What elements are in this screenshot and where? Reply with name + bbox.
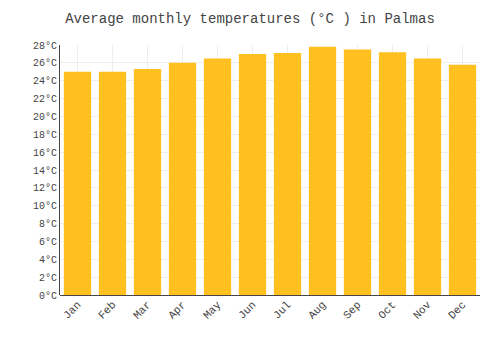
svg-text:Aug: Aug	[306, 299, 328, 321]
svg-text:0°C: 0°C	[39, 291, 57, 302]
svg-text:8°C: 8°C	[39, 219, 57, 230]
svg-text:6°C: 6°C	[39, 237, 57, 248]
svg-text:May: May	[201, 299, 224, 322]
svg-text:2°C: 2°C	[39, 273, 57, 284]
svg-text:18°C: 18°C	[33, 130, 57, 141]
svg-text:Dec: Dec	[446, 299, 468, 321]
svg-text:16°C: 16°C	[33, 148, 57, 159]
svg-text:Jun: Jun	[236, 299, 258, 321]
svg-text:12°C: 12°C	[33, 183, 57, 194]
svg-text:20°C: 20°C	[33, 112, 57, 123]
svg-text:22°C: 22°C	[33, 94, 57, 105]
svg-text:26°C: 26°C	[33, 58, 57, 69]
svg-text:Apr: Apr	[166, 299, 188, 321]
svg-text:4°C: 4°C	[39, 255, 57, 266]
svg-text:Mar: Mar	[131, 299, 153, 321]
svg-text:10°C: 10°C	[33, 201, 57, 212]
svg-text:Feb: Feb	[96, 299, 118, 321]
svg-text:24°C: 24°C	[33, 76, 57, 87]
svg-text:Jul: Jul	[271, 299, 293, 321]
svg-text:28°C: 28°C	[33, 41, 57, 52]
svg-text:Oct: Oct	[376, 299, 398, 321]
svg-text:Average monthly temperatures (: Average monthly temperatures (°C ) in Pa…	[65, 11, 435, 27]
svg-text:14°C: 14°C	[33, 166, 57, 177]
svg-text:Nov: Nov	[411, 299, 434, 322]
svg-text:Sep: Sep	[341, 299, 363, 321]
svg-text:Jan: Jan	[61, 299, 83, 321]
